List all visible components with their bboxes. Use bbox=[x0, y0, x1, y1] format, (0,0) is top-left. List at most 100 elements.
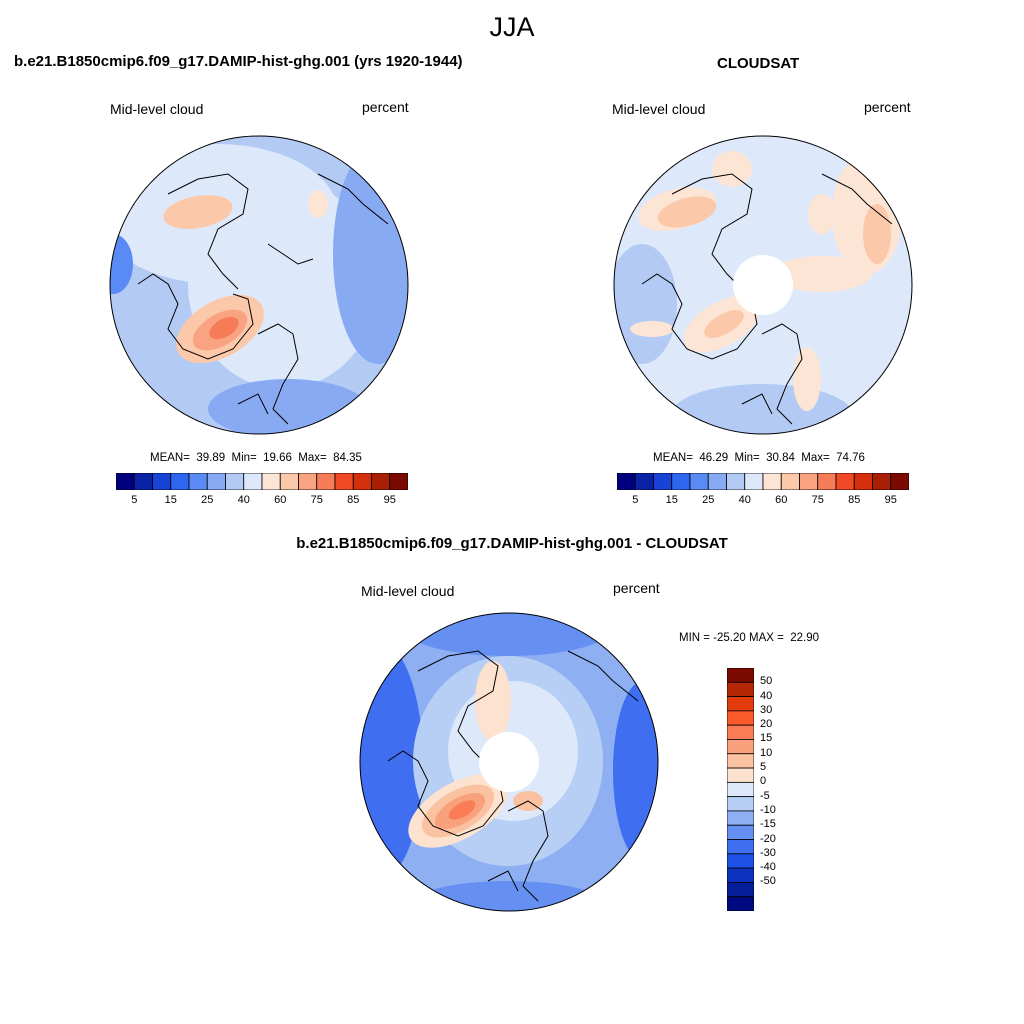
panel2-colorbar-box bbox=[762, 473, 782, 490]
panel3-colorbar-box bbox=[727, 696, 754, 712]
panel3-colorbar-box bbox=[727, 781, 754, 798]
panel2-units-label: percent bbox=[864, 99, 911, 115]
panel1-colorbar-box bbox=[188, 473, 208, 490]
panel3-polar-map bbox=[359, 612, 659, 912]
panel3-colorbar-label: -5 bbox=[760, 789, 770, 802]
panel2-colorbar-box bbox=[890, 473, 909, 490]
panel3-stats: MIN = -25.20 MAX = 22.90 bbox=[679, 632, 819, 644]
panel1-colorbar-label: 75 bbox=[310, 494, 323, 506]
panel2-colorbar bbox=[617, 473, 909, 490]
panel3-colorbar-label: -30 bbox=[760, 846, 776, 859]
panel2-variable-label: Mid-level cloud bbox=[612, 101, 706, 117]
panel1-stats: MEAN= 39.89 Min= 19.66 Max= 84.35 bbox=[150, 452, 362, 464]
panel3-colorbar-box bbox=[727, 810, 754, 826]
panel1-colorbar-box bbox=[334, 473, 354, 490]
panel1-colorbar-box bbox=[116, 473, 135, 490]
panel2-colorbar-box bbox=[726, 473, 746, 490]
panel1-colorbar-box bbox=[170, 473, 190, 490]
panel3-units-label: percent bbox=[613, 580, 660, 596]
panel3-colorbar-box bbox=[727, 681, 754, 697]
panel1-colorbar-box bbox=[206, 473, 226, 490]
panel1-colorbar-box bbox=[152, 473, 172, 490]
panel1-colorbar-box bbox=[279, 473, 299, 490]
panel3-colorbar-label: 30 bbox=[760, 703, 773, 716]
panel2-polar-map bbox=[613, 135, 913, 435]
panel3-colorbar-box bbox=[727, 767, 754, 783]
panel2-colorbar-label: 95 bbox=[884, 494, 897, 506]
panel3-colorbar-label: 40 bbox=[760, 689, 773, 702]
panel1-colorbar-box bbox=[133, 473, 153, 490]
panel3-colorbar-labels: 50 40 30 20 15 10 5 0 -5 -10 -15 -20 -30 -40 -50 bbox=[760, 668, 800, 911]
panel1-colorbar-label: 40 bbox=[237, 494, 250, 506]
panel2-colorbar-label: 40 bbox=[738, 494, 751, 506]
panel1-colorbar-box bbox=[316, 473, 336, 490]
panel3-colorbar-box bbox=[727, 882, 754, 898]
panel3-colorbar-box bbox=[727, 896, 754, 911]
panel3-colorbar-box bbox=[727, 753, 754, 769]
panel2-colorbar-labels: 5 15 25 40 60 75 85 95 bbox=[617, 494, 909, 508]
panel1-colorbar-box bbox=[243, 473, 263, 490]
panel1-colorbar-box bbox=[261, 473, 281, 490]
panel3-colorbar-box bbox=[727, 839, 754, 855]
panel2-colorbar-box bbox=[799, 473, 819, 490]
panel3-colorbar-box bbox=[727, 710, 754, 726]
panel3-colorbar-label: -10 bbox=[760, 803, 776, 816]
panel1-colorbar-label: 15 bbox=[164, 494, 177, 506]
panel2-colorbar-label: 60 bbox=[775, 494, 788, 506]
panel3-colorbar bbox=[727, 668, 754, 911]
panel3-colorbar-label: 20 bbox=[760, 718, 773, 731]
panel3-colorbar-box bbox=[727, 739, 754, 755]
panel1-polar-map bbox=[109, 135, 409, 435]
panel1-colorbar-label: 25 bbox=[201, 494, 214, 506]
panel1-colorbar-box bbox=[298, 473, 318, 490]
panel2-colorbar-label: 75 bbox=[811, 494, 824, 506]
panel3-colorbar-box bbox=[727, 824, 754, 840]
panel1-colorbar-box bbox=[225, 473, 245, 490]
panel1-colorbar-box bbox=[371, 473, 391, 490]
panel2-colorbar-label: 5 bbox=[632, 494, 639, 506]
panel2-colorbar-box bbox=[853, 473, 873, 490]
panel2-colorbar-label: 85 bbox=[848, 494, 861, 506]
panel3-colorbar-box bbox=[727, 867, 754, 883]
panel3-colorbar-label: -20 bbox=[760, 832, 776, 845]
panel3-variable-label: Mid-level cloud bbox=[361, 583, 455, 599]
panel1-colorbar bbox=[116, 473, 408, 490]
panel2-colorbar-box bbox=[835, 473, 855, 490]
panel2-colorbar-box bbox=[707, 473, 727, 490]
panel1-title: b.e21.B1850cmip6.f09_g17.DAMIP-hist-ghg.… bbox=[14, 53, 463, 70]
panel3-colorbar-box bbox=[727, 724, 754, 740]
panel2-colorbar-box bbox=[653, 473, 673, 490]
panel1-colorbar-label: 95 bbox=[383, 494, 396, 506]
panel3-colorbar-label: 50 bbox=[760, 675, 773, 688]
panel1-colorbar-label: 5 bbox=[131, 494, 138, 506]
panel3-colorbar-label: -15 bbox=[760, 818, 776, 831]
panel2-colorbar-box bbox=[744, 473, 764, 490]
panel1-units-label: percent bbox=[362, 99, 409, 115]
panel2-colorbar-box bbox=[817, 473, 837, 490]
panel1-colorbar-labels: 5 15 25 40 60 75 85 95 bbox=[116, 494, 408, 508]
panel2-colorbar-label: 25 bbox=[702, 494, 715, 506]
panel2-colorbar-label: 15 bbox=[665, 494, 678, 506]
panel2-colorbar-box bbox=[634, 473, 654, 490]
figure-title: JJA bbox=[489, 12, 535, 42]
panel1-colorbar-box bbox=[352, 473, 372, 490]
panel3-colorbar-label: 0 bbox=[760, 775, 767, 788]
panel1-variable-label: Mid-level cloud bbox=[110, 101, 204, 117]
panel3-colorbar-label: -40 bbox=[760, 861, 776, 874]
panel2-stats: MEAN= 46.29 Min= 30.84 Max= 74.76 bbox=[653, 452, 865, 464]
panel2-colorbar-box bbox=[617, 473, 636, 490]
panel3-colorbar-label: 5 bbox=[760, 761, 767, 774]
panel3-colorbar-box bbox=[727, 853, 754, 869]
panel3-title: b.e21.B1850cmip6.f09_g17.DAMIP-hist-ghg.… bbox=[296, 535, 728, 552]
panel2-colorbar-box bbox=[872, 473, 892, 490]
panel3-colorbar-label: 15 bbox=[760, 732, 773, 745]
panel3-colorbar-label: 10 bbox=[760, 746, 773, 759]
panel1-colorbar-label: 85 bbox=[347, 494, 360, 506]
panel3-colorbar-box bbox=[727, 668, 754, 683]
panel2-colorbar-box bbox=[780, 473, 800, 490]
panel1-colorbar-label: 60 bbox=[274, 494, 287, 506]
panel2-title: CLOUDSAT bbox=[717, 55, 800, 72]
panel2-colorbar-box bbox=[671, 473, 691, 490]
panel1-colorbar-box bbox=[389, 473, 408, 490]
panel2-colorbar-box bbox=[689, 473, 709, 490]
